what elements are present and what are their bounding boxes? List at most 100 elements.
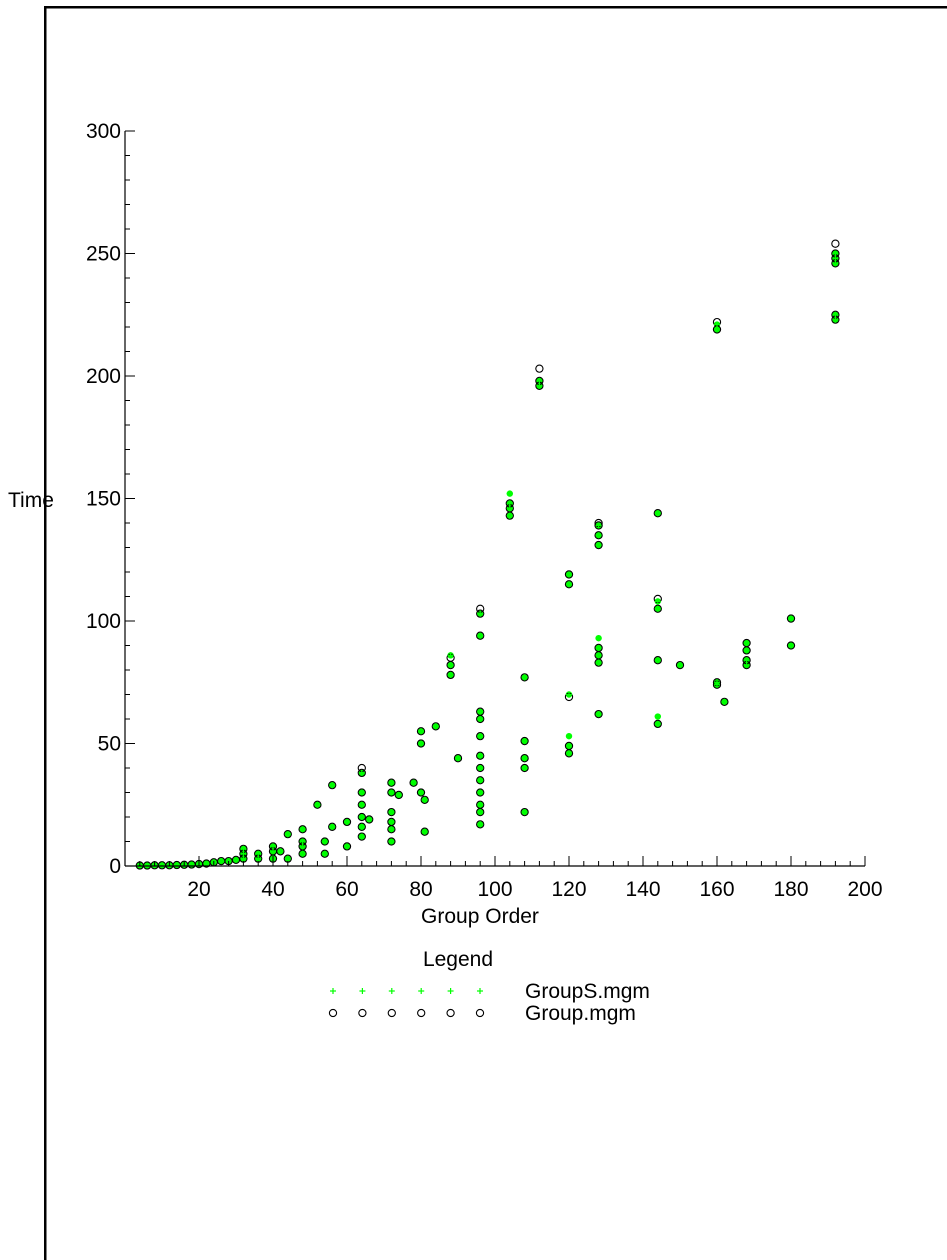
- groups-mgm-point: [447, 662, 454, 669]
- group-mgm-point: [328, 822, 337, 831]
- groups-mgm-point: [654, 605, 661, 612]
- group-mgm-point: [476, 763, 485, 773]
- group-mgm-point: [357, 800, 366, 809]
- group-mgm-point: [416, 788, 426, 797]
- groups-mgm-point: [447, 671, 454, 678]
- x-tick-label: 200: [847, 878, 882, 901]
- groups-mgm-point: [240, 845, 247, 852]
- group-mgm-point: [653, 604, 662, 613]
- groups-mgm-point: [477, 801, 484, 808]
- y-axis-label: Time: [8, 489, 54, 512]
- group-mgm-point: [653, 509, 662, 518]
- groups-mgm-point: [832, 250, 839, 257]
- legend-marker: [330, 988, 336, 994]
- groups-mgm-point: [314, 801, 321, 808]
- groups-mgm-point: [477, 777, 484, 784]
- groups-mgm-point: [714, 321, 720, 328]
- y-tick-label: 200: [86, 365, 121, 388]
- groups-mgm-point: [595, 711, 602, 718]
- legend-marker: [387, 1008, 396, 1018]
- groups-mgm-point: [566, 691, 572, 698]
- group-mgm-point: [365, 815, 374, 824]
- frame-left-border: [44, 6, 47, 1260]
- groups-mgm-point: [447, 652, 454, 659]
- x-tick-label: 80: [409, 878, 432, 901]
- groups-mgm-point: [358, 823, 365, 830]
- group-mgm-point: [320, 837, 329, 846]
- groups-mgm-point: [344, 843, 350, 850]
- groups-mgm-point: [233, 856, 239, 863]
- groups-mgm-point: [654, 713, 661, 720]
- groups-mgm-point: [432, 723, 439, 730]
- groups-mgm-point: [395, 791, 402, 798]
- legend-marker: [446, 1008, 455, 1018]
- groups-mgm-point: [521, 674, 528, 681]
- group-mgm-point: [357, 822, 366, 831]
- groups-mgm-point: [159, 862, 165, 869]
- y-tick-label: 50: [98, 733, 121, 756]
- groups-mgm-point: [521, 765, 528, 771]
- group-mgm-point: [387, 778, 396, 787]
- groups-mgm-point: [477, 708, 484, 715]
- group-mgm-point: [786, 641, 796, 650]
- groups-mgm-point: [536, 377, 543, 384]
- group-mgm-point: [476, 609, 485, 618]
- groups-mgm-point: [321, 850, 328, 857]
- legend-marker: [359, 988, 366, 994]
- legend-entry: GroupS.mgm: [330, 980, 650, 1003]
- x-tick-label: 60: [335, 878, 358, 901]
- group-mgm-point: [594, 540, 603, 550]
- group-mgm-point: [283, 830, 292, 839]
- groups-mgm-point: [566, 571, 572, 578]
- legend-entry: Group.mgm: [328, 1002, 636, 1025]
- groups-mgm-point: [477, 733, 484, 740]
- groups-mgm-point: [595, 652, 602, 659]
- group-mgm-point: [357, 812, 366, 822]
- groups-mgm-point: [388, 818, 395, 825]
- groups-mgm-point: [654, 510, 661, 517]
- groups-mgm-point: [277, 848, 284, 855]
- groups-mgm-point: [455, 755, 461, 762]
- group-mgm-point: [520, 673, 529, 682]
- groups-mgm-point: [566, 581, 572, 588]
- group-mgm-point: [320, 849, 329, 858]
- x-tick-label: 40: [261, 878, 284, 901]
- y-tick-label: 0: [109, 855, 121, 878]
- groups-mgm-point: [358, 789, 365, 796]
- groups-mgm-point: [299, 838, 306, 845]
- group-mgm-point: [476, 788, 485, 797]
- group-mgm-point: [535, 364, 544, 373]
- x-tick-label: 100: [477, 878, 512, 901]
- group-mgm-point: [476, 800, 485, 809]
- groups-mgm-point: [788, 615, 794, 622]
- group-mgm-point: [342, 817, 352, 827]
- groups-mgm-point: [410, 779, 417, 786]
- group-mgm-point: [520, 754, 529, 763]
- groups-mgm-point: [255, 850, 262, 857]
- groups-mgm-point: [595, 644, 602, 651]
- groups-mgm-point: [299, 850, 306, 857]
- groups-mgm-point: [358, 833, 365, 840]
- legend-marker: [447, 988, 454, 994]
- legend-title: Legend: [423, 948, 493, 971]
- group-mgm-point: [453, 754, 463, 763]
- group-mgm-point: [476, 751, 485, 760]
- groups-mgm-point: [477, 765, 484, 771]
- groups-mgm-point: [521, 755, 528, 762]
- legend-label: GroupS.mgm: [525, 980, 650, 1003]
- groups-mgm-point: [218, 858, 225, 865]
- group-mgm-point: [564, 741, 574, 751]
- group-mgm-point: [357, 832, 366, 841]
- group-mgm-point: [564, 570, 574, 579]
- groups-mgm-point: [721, 698, 728, 705]
- group-mgm-point: [520, 807, 529, 817]
- groups-mgm-point: [521, 738, 528, 745]
- groups-mgm-point: [299, 826, 306, 833]
- groups-mgm-point: [329, 823, 336, 830]
- y-tick-label: 300: [86, 120, 121, 143]
- groups-mgm-point: [566, 742, 572, 749]
- groups-mgm-point: [270, 843, 276, 850]
- x-tick-label: 160: [699, 878, 734, 901]
- group-mgm-point: [387, 788, 396, 797]
